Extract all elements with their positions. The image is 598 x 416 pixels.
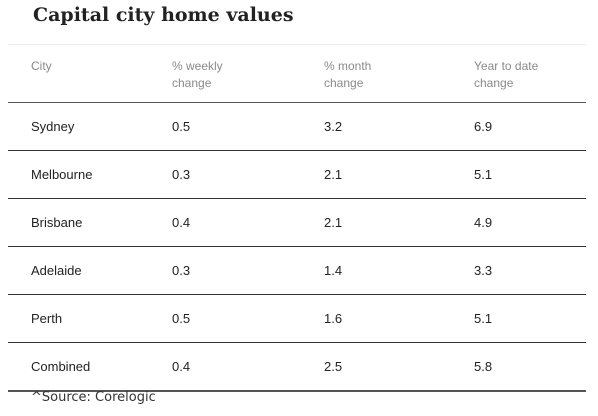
cell-ytd: 3.3 bbox=[474, 263, 493, 278]
cell-weekly: 0.5 bbox=[172, 119, 191, 134]
cell-month: 1.6 bbox=[324, 311, 343, 326]
cell-month: 2.5 bbox=[324, 359, 343, 374]
column-header-city: City bbox=[31, 59, 52, 73]
cell-month: 2.1 bbox=[324, 167, 343, 182]
table-row: Brisbane 0.4 2.1 4.9 bbox=[8, 199, 586, 247]
table-title: Capital city home values bbox=[33, 4, 294, 26]
cell-weekly: 0.5 bbox=[172, 311, 191, 326]
cell-month: 3.2 bbox=[324, 119, 343, 134]
cell-month: 1.4 bbox=[324, 263, 343, 278]
cell-city: Perth bbox=[31, 311, 63, 326]
cell-weekly: 0.4 bbox=[172, 359, 191, 374]
column-header-weekly: % weekly change bbox=[172, 59, 223, 90]
table-row: Melbourne 0.3 2.1 5.1 bbox=[8, 151, 586, 199]
cell-ytd: 5.1 bbox=[474, 167, 493, 182]
table-row: Perth 0.5 1.6 5.1 bbox=[8, 295, 586, 343]
column-header-month: % month change bbox=[324, 59, 372, 90]
cell-city: Adelaide bbox=[31, 263, 82, 278]
column-header-ytd: Year to date change bbox=[474, 59, 539, 90]
cell-ytd: 6.9 bbox=[474, 119, 493, 134]
table-body: Sydney 0.5 3.2 6.9 Melbourne 0.3 2.1 5.1 Brisban… bbox=[8, 103, 586, 392]
cell-ytd: 5.8 bbox=[474, 359, 493, 374]
cell-city: Melbourne bbox=[31, 167, 93, 182]
cell-ytd: 5.1 bbox=[474, 311, 493, 326]
table-row: Adelaide 0.3 1.4 3.3 bbox=[8, 247, 586, 295]
source-note: ^Source: Corelogic bbox=[31, 390, 156, 405]
cell-weekly: 0.3 bbox=[172, 263, 191, 278]
table-row: Combined 0.4 2.5 5.8 bbox=[8, 343, 586, 392]
cell-weekly: 0.4 bbox=[172, 215, 191, 230]
cell-ytd: 4.9 bbox=[474, 215, 493, 230]
cell-city: Sydney bbox=[31, 119, 75, 134]
cell-city: Brisbane bbox=[31, 215, 83, 230]
home-values-table: City % weekly change % month change Year t… bbox=[8, 44, 586, 392]
cell-weekly: 0.3 bbox=[172, 167, 191, 182]
cell-month: 2.1 bbox=[324, 215, 343, 230]
table-row: Sydney 0.5 3.2 6.9 bbox=[8, 103, 586, 151]
cell-city: Combined bbox=[31, 359, 91, 374]
table-header-row: City % weekly change % month change Year t… bbox=[8, 45, 586, 103]
